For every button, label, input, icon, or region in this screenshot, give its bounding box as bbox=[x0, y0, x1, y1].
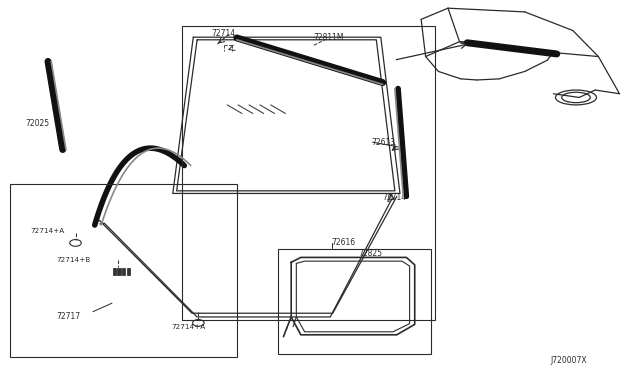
Text: J720007X: J720007X bbox=[550, 356, 587, 365]
Bar bbox=[122, 268, 125, 275]
Text: 72613: 72613 bbox=[371, 138, 396, 147]
Text: 72825: 72825 bbox=[358, 249, 383, 258]
Text: 72811M: 72811M bbox=[314, 33, 344, 42]
Bar bbox=[182, 26, 435, 320]
Bar bbox=[117, 268, 120, 275]
Text: 72714+A: 72714+A bbox=[172, 324, 206, 330]
Text: 72714+A: 72714+A bbox=[31, 228, 65, 234]
Text: 72714: 72714 bbox=[383, 193, 407, 202]
Bar bbox=[10, 184, 237, 357]
Text: 72717: 72717 bbox=[56, 312, 81, 321]
Text: 72714: 72714 bbox=[211, 29, 236, 38]
Text: 72714+B: 72714+B bbox=[56, 257, 91, 263]
Bar bbox=[127, 268, 130, 275]
Bar bbox=[113, 268, 116, 275]
Text: 72616: 72616 bbox=[332, 238, 356, 247]
Text: 72025: 72025 bbox=[26, 119, 50, 128]
Bar bbox=[278, 249, 431, 354]
